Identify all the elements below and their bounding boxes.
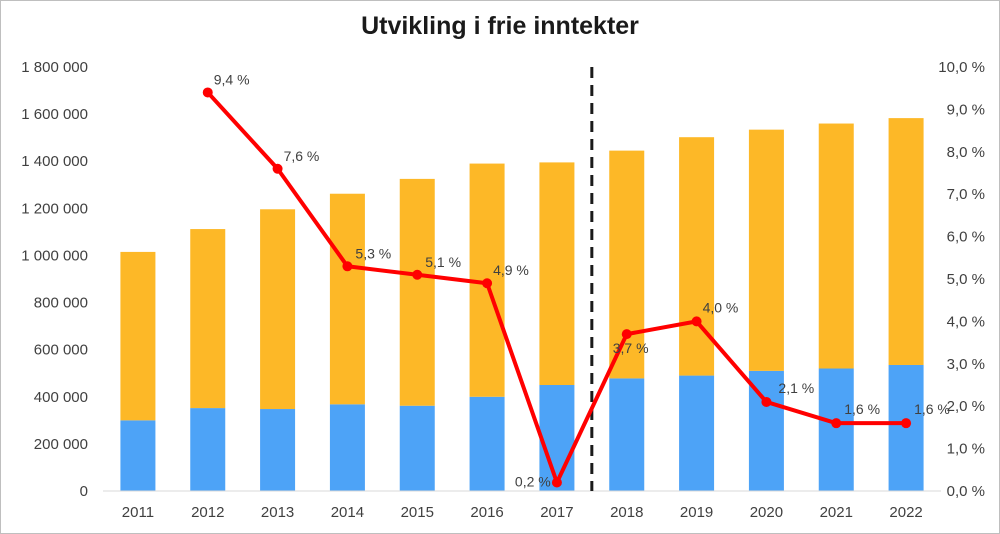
x-tick-label: 2021 xyxy=(820,504,853,521)
y-left-tick-label: 800 000 xyxy=(34,295,88,312)
bar-2019-segment-1 xyxy=(679,375,715,491)
y-left-tick-label: 1 000 000 xyxy=(21,247,88,264)
growth-point-2022 xyxy=(901,418,912,429)
bar-2022-segment-2 xyxy=(888,118,924,365)
y-right-tick-label: 8,0 % xyxy=(947,144,985,161)
y-right-tick-label: 7,0 % xyxy=(947,186,985,203)
line-layer: 9,4 % 7,6 % 5,3 % 5,1 % 4,9 % 0,2 % 3,7 % 4,0 %… xyxy=(202,71,950,490)
y-right-tick-label: 0,0 % xyxy=(947,483,985,500)
growth-point-2020 xyxy=(761,396,772,407)
y-left-tick-label: 1 800 000 xyxy=(21,59,88,76)
axes-layer: 2011 2012 2013 2014 2015 2016 2017 2018 2019 2020… xyxy=(21,59,985,521)
y-right-tick-label: 6,0 % xyxy=(947,229,985,246)
bars-layer xyxy=(120,118,924,491)
y-right-tick-label: 5,0 % xyxy=(947,271,985,288)
growth-data-label: 2,1 % xyxy=(778,380,814,396)
growth-data-label: 4,0 % xyxy=(703,299,739,315)
bar-2014-segment-1 xyxy=(329,404,365,491)
growth-point-2014 xyxy=(342,261,353,272)
bar-2011-segment-2 xyxy=(120,251,156,421)
growth-point-2019 xyxy=(691,316,702,327)
y-left-tick-label: 600 000 xyxy=(34,342,88,359)
bar-2013-segment-1 xyxy=(260,409,296,491)
x-tick-label: 2016 xyxy=(470,504,503,521)
growth-data-label: 1,6 % xyxy=(844,401,880,417)
x-tick-label: 2017 xyxy=(540,504,573,521)
x-tick-label: 2011 xyxy=(122,504,154,521)
x-tick-label: 2014 xyxy=(331,504,364,521)
bar-2011-segment-1 xyxy=(120,420,156,491)
bar-2017-segment-2 xyxy=(539,162,575,385)
growth-data-label: 7,6 % xyxy=(284,148,320,164)
growth-data-label: 3,7 % xyxy=(613,340,649,356)
bar-2020-segment-2 xyxy=(748,129,784,371)
y-right-tick-label: 3,0 % xyxy=(947,356,985,373)
y-left-tick-label: 400 000 xyxy=(34,389,88,406)
growth-point-2012 xyxy=(202,87,213,98)
bar-2017-segment-1 xyxy=(539,385,575,491)
bar-2015-segment-2 xyxy=(399,178,435,406)
chart-title: Utvikling i frie inntekter xyxy=(361,12,639,40)
y-left-tick-label: 0 xyxy=(80,483,88,500)
y-left-tick-label: 1 400 000 xyxy=(21,153,88,170)
bar-2018-segment-1 xyxy=(609,378,645,491)
growth-point-2018 xyxy=(621,329,632,340)
growth-data-label: 4,9 % xyxy=(493,262,529,278)
y-right-tick-label: 9,0 % xyxy=(947,101,985,118)
bar-2021-segment-2 xyxy=(818,123,854,369)
x-tick-label: 2018 xyxy=(610,504,643,521)
y-right-tick-label: 1,0 % xyxy=(947,441,985,458)
bar-2016-segment-1 xyxy=(469,396,505,491)
x-tick-label: 2019 xyxy=(680,504,713,521)
y-left-tick-label: 200 000 xyxy=(34,436,88,453)
x-tick-label: 2020 xyxy=(750,504,783,521)
growth-point-2013 xyxy=(272,163,283,174)
x-tick-label: 2015 xyxy=(401,504,434,521)
growth-data-label: 1,6 % xyxy=(914,401,950,417)
growth-point-2017 xyxy=(551,477,562,488)
growth-point-2015 xyxy=(412,269,423,280)
y-left-tick-label: 1 600 000 xyxy=(21,106,88,123)
growth-data-label: 9,4 % xyxy=(214,71,250,87)
growth-data-label: 5,1 % xyxy=(425,254,461,270)
bar-2021-segment-1 xyxy=(818,368,854,491)
y-left-tick-label: 1 200 000 xyxy=(21,200,88,217)
y-right-tick-label: 2,0 % xyxy=(947,398,985,415)
x-tick-label: 2012 xyxy=(191,504,224,521)
x-tick-label: 2013 xyxy=(261,504,294,521)
bar-2019-segment-2 xyxy=(679,137,715,376)
bar-2018-segment-2 xyxy=(609,150,645,379)
y-right-tick-label: 10,0 % xyxy=(938,59,985,76)
x-tick-label: 2022 xyxy=(889,504,922,521)
bar-2012-segment-1 xyxy=(190,408,226,491)
bar-2013-segment-2 xyxy=(260,209,296,410)
growth-data-label: 5,3 % xyxy=(355,245,391,261)
growth-data-label: 0,2 % xyxy=(515,474,551,490)
bar-2014-segment-2 xyxy=(329,193,365,405)
growth-point-2016 xyxy=(482,278,493,289)
growth-point-2021 xyxy=(831,418,842,429)
bar-2012-segment-2 xyxy=(190,229,226,409)
bar-2015-segment-1 xyxy=(399,405,435,491)
y-right-tick-label: 4,0 % xyxy=(947,313,985,330)
